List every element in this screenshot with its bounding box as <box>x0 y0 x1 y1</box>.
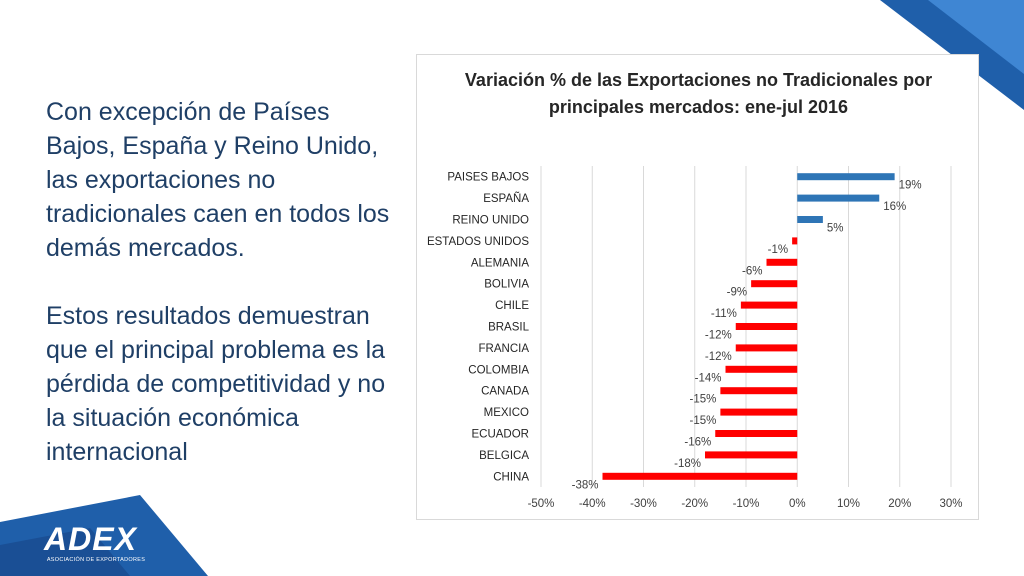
bar-chart: -50% -40% -30% -20% -10% 0% 10% 20% 30% PAISES BA… <box>427 166 963 510</box>
x-tick-label: -10% <box>733 498 760 510</box>
bar <box>766 258 798 266</box>
bar <box>602 472 798 480</box>
bar <box>740 301 798 309</box>
x-tick-label: 30% <box>939 498 962 510</box>
category-label: BELGICA <box>479 450 529 462</box>
bar <box>792 237 798 245</box>
slide-paragraph-2: Estos resultados demuestran que el princ… <box>46 302 386 466</box>
data-label: -11% <box>711 308 737 320</box>
data-label: -6% <box>742 265 762 277</box>
bar <box>797 216 823 223</box>
data-label: -12% <box>705 351 732 363</box>
data-label: -16% <box>684 437 711 449</box>
category-label: CHILE <box>495 300 529 312</box>
bar <box>705 451 798 459</box>
data-label: -18% <box>674 458 701 470</box>
category-label: ECUADOR <box>471 429 529 441</box>
category-label: FRANCIA <box>479 343 530 355</box>
bar <box>735 344 798 352</box>
category-label: BRASIL <box>488 322 530 334</box>
bar <box>720 387 798 395</box>
category-label: CANADA <box>481 386 529 398</box>
bar <box>751 280 798 288</box>
bar <box>715 430 798 437</box>
data-label: -15% <box>690 394 717 406</box>
adex-logo: ADEX <box>44 521 137 557</box>
x-tick-label: 10% <box>837 498 860 510</box>
data-label: -9% <box>727 287 747 299</box>
x-tick-label: -20% <box>681 498 708 510</box>
category-label: ALEMANIA <box>471 257 529 269</box>
x-tick-label: -30% <box>630 498 657 510</box>
data-label: -38% <box>572 479 599 491</box>
category-label: ESPAÑA <box>483 192 529 205</box>
slide-paragraph-1: Con excepción de Países Bajos, España y … <box>46 98 390 262</box>
bar <box>725 365 798 373</box>
data-label: 19% <box>899 180 922 192</box>
x-tick-label: 0% <box>789 498 806 510</box>
x-tick-label: -50% <box>528 498 555 510</box>
data-label: -12% <box>705 330 732 342</box>
data-label: -15% <box>690 415 717 427</box>
category-label: MEXICO <box>484 407 529 419</box>
category-label: CHINA <box>493 471 529 483</box>
chart-title: Variación % de las Exportaciones no Trad… <box>464 70 933 117</box>
data-label: -14% <box>695 372 722 384</box>
adex-logo-subtitle: ASOCIACIÓN DE EXPORTADORES <box>46 557 146 563</box>
category-label: ESTADOS UNIDOS <box>427 236 529 248</box>
category-label: PAISES BAJOS <box>447 172 529 184</box>
category-label: COLOMBIA <box>468 364 529 376</box>
bar <box>720 408 798 416</box>
bar <box>797 173 895 181</box>
bar <box>735 323 798 330</box>
x-tick-label: 20% <box>888 498 911 510</box>
category-label: BOLIVIA <box>484 279 529 291</box>
x-tick-label: -40% <box>579 498 606 510</box>
data-label: 5% <box>827 223 844 235</box>
data-label: -1% <box>768 244 788 256</box>
category-label: REINO UNIDO <box>452 215 529 227</box>
bar <box>797 194 880 202</box>
data-label: 16% <box>883 201 906 213</box>
chart-container: Variación % de las Exportaciones no Trad… <box>416 54 979 520</box>
